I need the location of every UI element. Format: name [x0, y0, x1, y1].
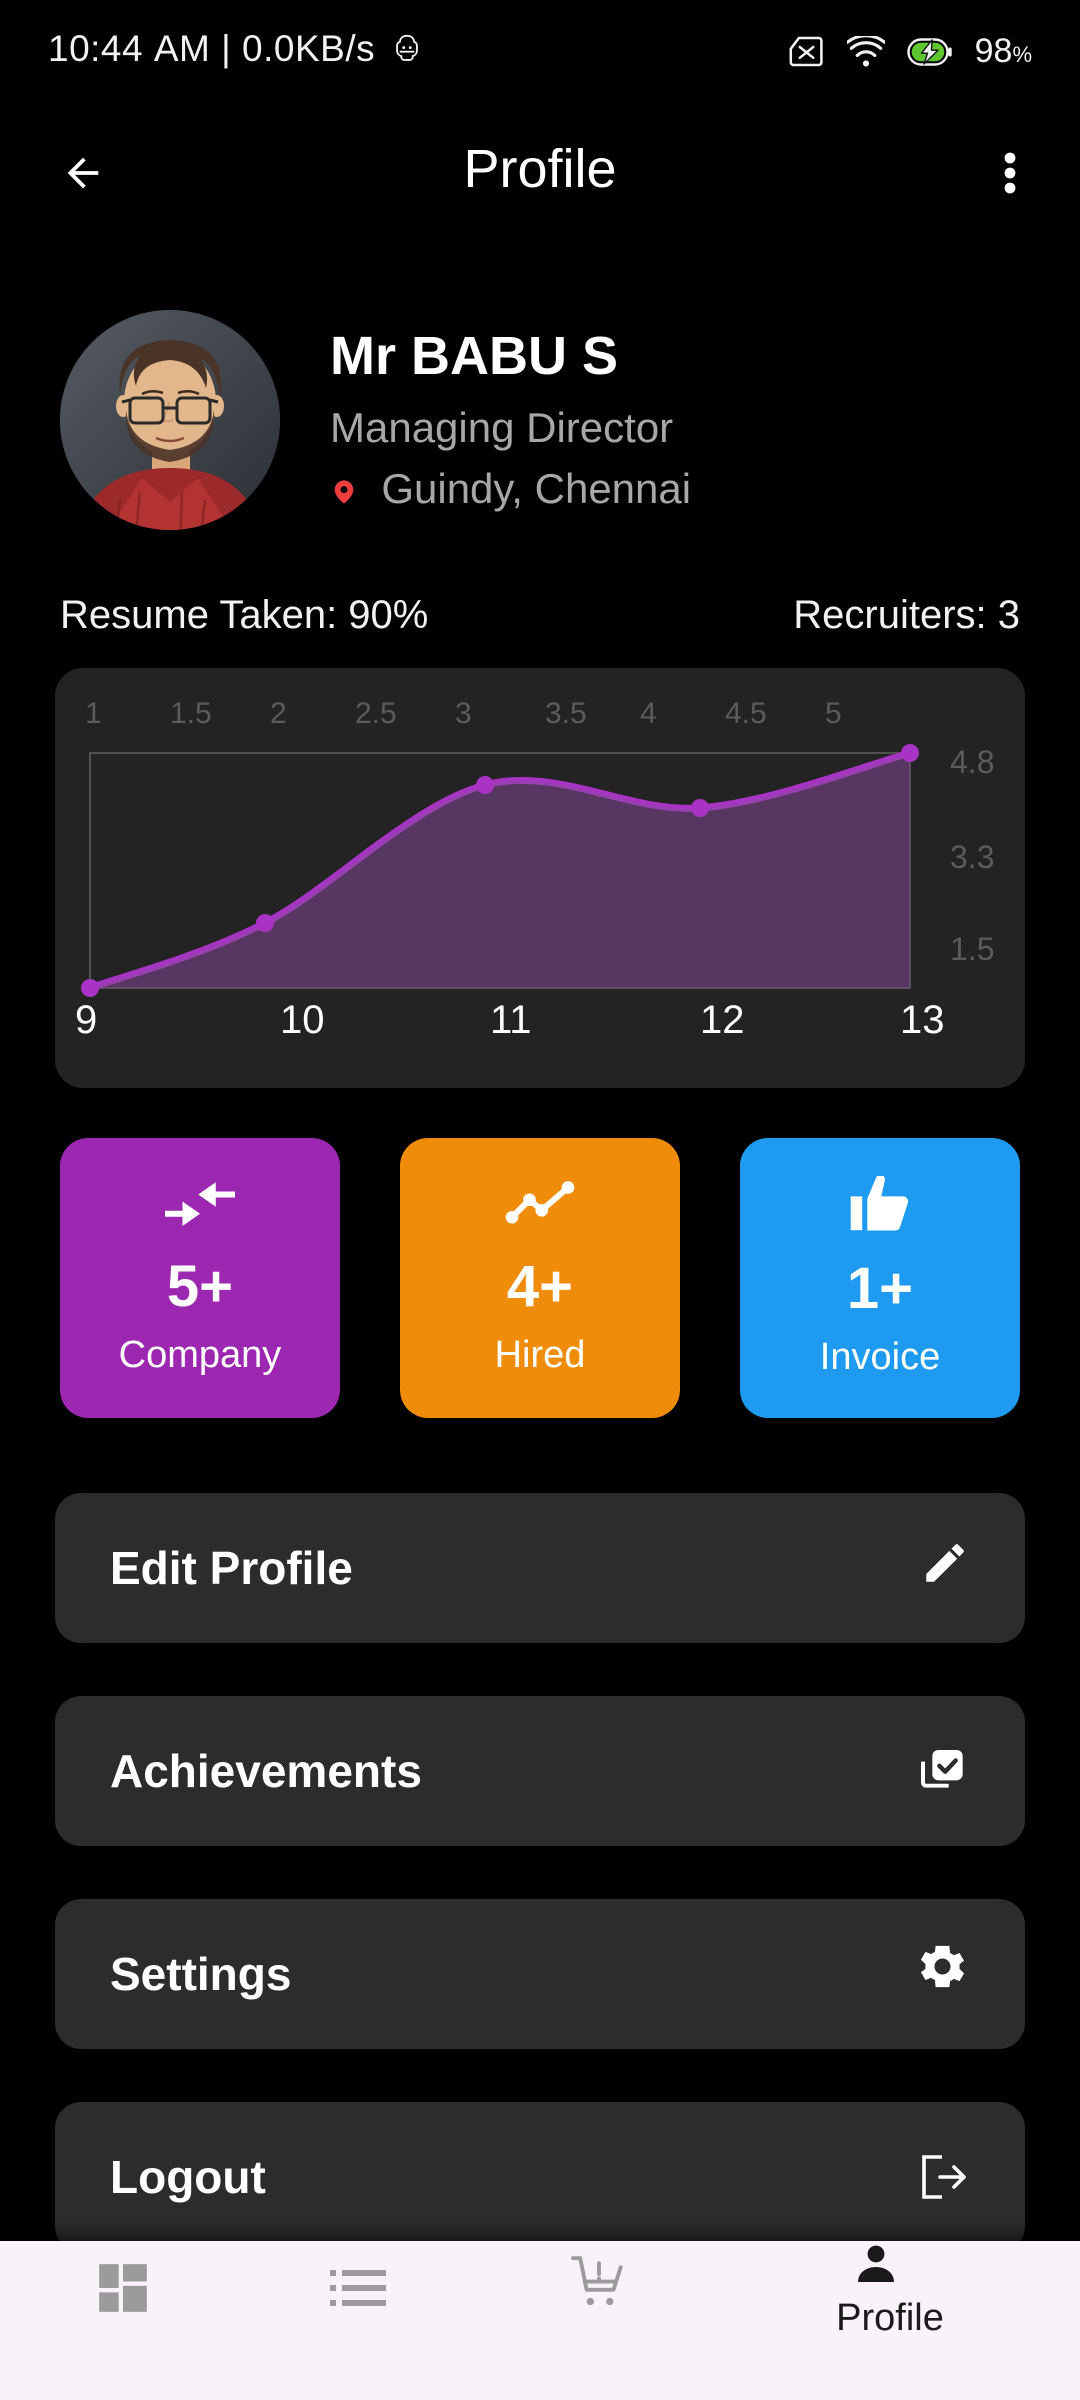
svg-text:11: 11	[490, 998, 532, 1042]
svg-text:4: 4	[640, 697, 657, 730]
svg-text:3.3: 3.3	[950, 839, 994, 875]
svg-text:12: 12	[700, 998, 745, 1042]
svg-text:13: 13	[900, 998, 945, 1042]
svg-text:4.5: 4.5	[725, 697, 767, 730]
svg-text:5: 5	[825, 697, 842, 730]
svg-text:9: 9	[75, 998, 97, 1042]
svg-text:2.5: 2.5	[355, 697, 397, 730]
svg-text:1.5: 1.5	[950, 931, 994, 967]
svg-text:4.8: 4.8	[950, 744, 994, 780]
svg-text:3.5: 3.5	[545, 697, 587, 730]
svg-text:10: 10	[280, 998, 325, 1042]
svg-text:1.5: 1.5	[170, 697, 212, 730]
svg-text:3: 3	[455, 697, 472, 730]
svg-text:2: 2	[270, 697, 287, 730]
svg-text:1: 1	[85, 697, 102, 730]
